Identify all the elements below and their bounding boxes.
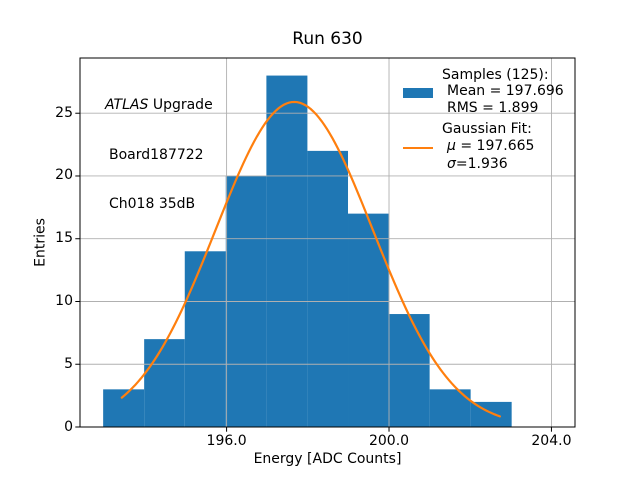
y-tick-label: 10 [55, 292, 73, 309]
legend-sigma-label: σ=1.936 [447, 156, 508, 172]
histogram-bar [266, 75, 308, 428]
x-tick-label: 200.0 [368, 433, 410, 449]
gaussian-fit-curve [120, 100, 501, 418]
y-tick-label: 5 [64, 355, 73, 372]
x-axis-label: Energy [ADC Counts] [253, 451, 402, 467]
legend-fit-line-sample [403, 147, 433, 149]
annotation-line-experiment: ATLAS Upgrade [105, 97, 213, 114]
x-tick-label: 196.0 [206, 433, 247, 449]
annotation-block: ATLAS Upgrade Board187722 Ch018 35dB [105, 64, 213, 246]
histogram-bar [184, 251, 226, 427]
legend-samples-swatch [403, 88, 433, 98]
legend-fit-header: Gaussian Fit: [442, 121, 532, 137]
histogram-bar [348, 213, 389, 427]
experiment-name: ATLAS [105, 97, 149, 113]
legend-samples-header: Samples (125): [442, 67, 549, 83]
annotation-line-channel: Ch018 35dB [109, 196, 196, 212]
sigma-symbol: σ [447, 156, 456, 172]
chart-title: Run 630 [292, 29, 363, 49]
x-tick-label: 204.0 [531, 433, 572, 449]
mu-symbol: μ [447, 138, 456, 154]
legend-rms-label: RMS = 1.899 [447, 100, 539, 116]
legend-mu-label: μ = 197.665 [447, 138, 535, 154]
y-tick-label: 0 [64, 418, 73, 435]
y-tick-label: 25 [55, 104, 73, 121]
histogram-bar [144, 339, 185, 427]
plot-frame [79, 57, 576, 428]
histogram-bar [307, 150, 349, 427]
y-tick-label: 20 [55, 167, 73, 184]
histogram-bar [388, 314, 430, 427]
annotation-line-board: Board187722 [109, 146, 204, 163]
legend-mean-label: Mean = 197.696 [447, 83, 564, 99]
y-tick-label: 15 [55, 230, 73, 247]
experiment-suffix: Upgrade [148, 97, 213, 113]
